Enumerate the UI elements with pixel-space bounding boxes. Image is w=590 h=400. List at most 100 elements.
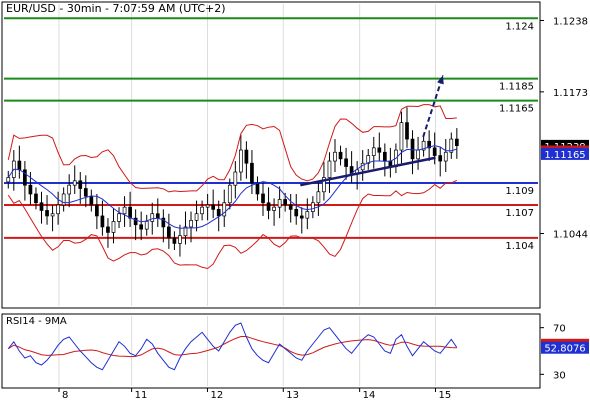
candle-body: [28, 184, 33, 195]
value-box-label: 1.11165: [544, 150, 585, 161]
candle-body: [139, 224, 144, 230]
candle-body: [322, 177, 326, 193]
candle-body: [189, 219, 193, 228]
candle-body: [17, 160, 22, 171]
rsi-y-tick-label: 70: [553, 324, 566, 335]
candle-body: [421, 140, 426, 151]
candle-body: [45, 210, 49, 217]
candle-body: [344, 158, 348, 167]
candle-body: [288, 204, 293, 210]
candle-body: [222, 202, 227, 217]
y-tick-label: 1.1044: [553, 230, 588, 241]
candle-body: [6, 177, 11, 183]
candle-body: [449, 138, 454, 153]
candle-body: [250, 162, 254, 184]
candle-body: [438, 155, 443, 162]
forecast-arrow: [422, 75, 444, 138]
candle-body: [50, 213, 55, 217]
x-tick-label: 15: [438, 390, 451, 400]
candle-body: [294, 209, 299, 217]
candle-body: [183, 226, 188, 237]
candle-body: [211, 204, 216, 210]
candle-body: [111, 221, 116, 233]
candle-body: [338, 151, 343, 160]
rsi-line: [7, 322, 458, 371]
forecast-arrow-head: [437, 75, 444, 85]
candle-body: [333, 151, 337, 162]
candle-body: [443, 151, 448, 162]
candle-body: [161, 217, 166, 228]
trendline: [300, 156, 436, 187]
chart-title: EUR/USD - 30min - 7:07:59 AM (UTC+2): [6, 2, 226, 15]
rsi-label: RSI14 - 9MA: [6, 316, 67, 327]
candle-body: [78, 180, 83, 189]
price-line-label: 1.107: [505, 208, 534, 219]
candle-body: [432, 147, 437, 156]
candle-body: [205, 204, 210, 208]
candle-body: [34, 193, 38, 204]
candle-body: [67, 184, 72, 195]
candle-body: [382, 151, 387, 162]
rsi-value-box: [541, 341, 589, 354]
candle-body: [200, 206, 204, 215]
price-line-label: 1.104: [505, 241, 534, 252]
candle-body: [399, 122, 404, 151]
x-tick-label: 13: [286, 390, 299, 400]
x-tick-label: 8: [62, 390, 68, 400]
candle-body: [277, 199, 282, 208]
bollinger-upper: [7, 104, 457, 193]
candle-body: [266, 202, 271, 211]
candle-body: [178, 235, 182, 244]
rsi-value-box-label: 52.8076: [544, 344, 585, 355]
candle-body: [305, 211, 310, 219]
price-line-label: 1.109: [505, 186, 534, 197]
candle-body: [283, 199, 288, 206]
candle-body: [371, 147, 376, 156]
candle-body: [216, 209, 221, 217]
candle-body: [244, 149, 249, 164]
candle-body: [410, 138, 415, 160]
main-panel-frame: [1, 1, 541, 309]
candle-body: [150, 213, 155, 222]
candle-body: [117, 213, 121, 222]
y-tick-label: 1.1238: [553, 16, 588, 27]
candle-body: [310, 202, 315, 212]
y-tick-label: 1.1173: [553, 88, 588, 99]
candle-body: [261, 193, 265, 204]
candle-body: [95, 204, 99, 217]
price-line-label: 1.1165: [499, 104, 534, 115]
candle-body: [327, 160, 332, 178]
candle-body: [133, 217, 138, 226]
value-box: [541, 147, 589, 160]
moving-average: [7, 145, 457, 229]
candle-body: [416, 149, 420, 160]
candle-body: [23, 169, 27, 186]
candle-body: [89, 195, 94, 206]
candle-body: [233, 171, 238, 186]
x-tick-label: 11: [135, 390, 148, 400]
price-line-label: 1.124: [505, 21, 534, 32]
rsi-ma-line: [8, 336, 457, 358]
x-tick-label: 14: [363, 390, 376, 400]
candle-body: [172, 237, 177, 244]
candle-body: [316, 191, 321, 204]
candle-body: [454, 138, 459, 147]
candle-body: [56, 204, 60, 215]
candle-body: [39, 202, 44, 211]
bollinger-lower: [7, 179, 458, 270]
candle-body: [83, 188, 88, 197]
candle-body: [106, 226, 110, 233]
candle-body: [144, 221, 149, 230]
candle-body: [155, 213, 160, 219]
rsi-y-tick-label: 30: [553, 370, 566, 381]
candle-body: [272, 206, 276, 211]
candle-body: [100, 215, 105, 228]
candle-body: [239, 149, 243, 173]
candle-body: [61, 193, 66, 206]
rsi-panel-frame: [1, 313, 541, 389]
candle-body: [405, 122, 409, 140]
candle-body: [167, 226, 171, 239]
candle-body: [72, 180, 77, 186]
candle-body: [255, 182, 260, 195]
